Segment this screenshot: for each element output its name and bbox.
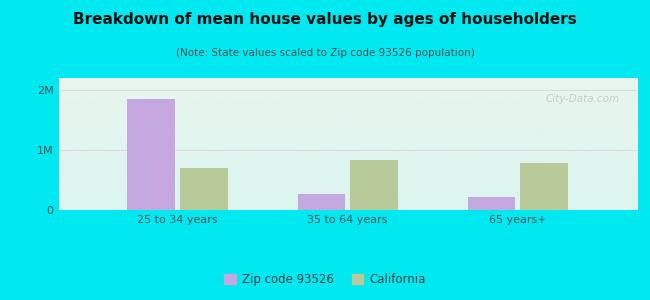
Bar xyxy=(298,194,345,210)
Legend: Zip code 93526, California: Zip code 93526, California xyxy=(220,269,430,291)
Bar xyxy=(127,99,175,210)
Text: Breakdown of mean house values by ages of householders: Breakdown of mean house values by ages o… xyxy=(73,12,577,27)
Bar xyxy=(468,197,515,210)
Text: City-Data.com: City-Data.com xyxy=(545,94,619,104)
Bar xyxy=(180,168,227,210)
Bar xyxy=(350,160,398,210)
Bar xyxy=(521,163,568,210)
Text: (Note: State values scaled to Zip code 93526 population): (Note: State values scaled to Zip code 9… xyxy=(176,48,474,58)
